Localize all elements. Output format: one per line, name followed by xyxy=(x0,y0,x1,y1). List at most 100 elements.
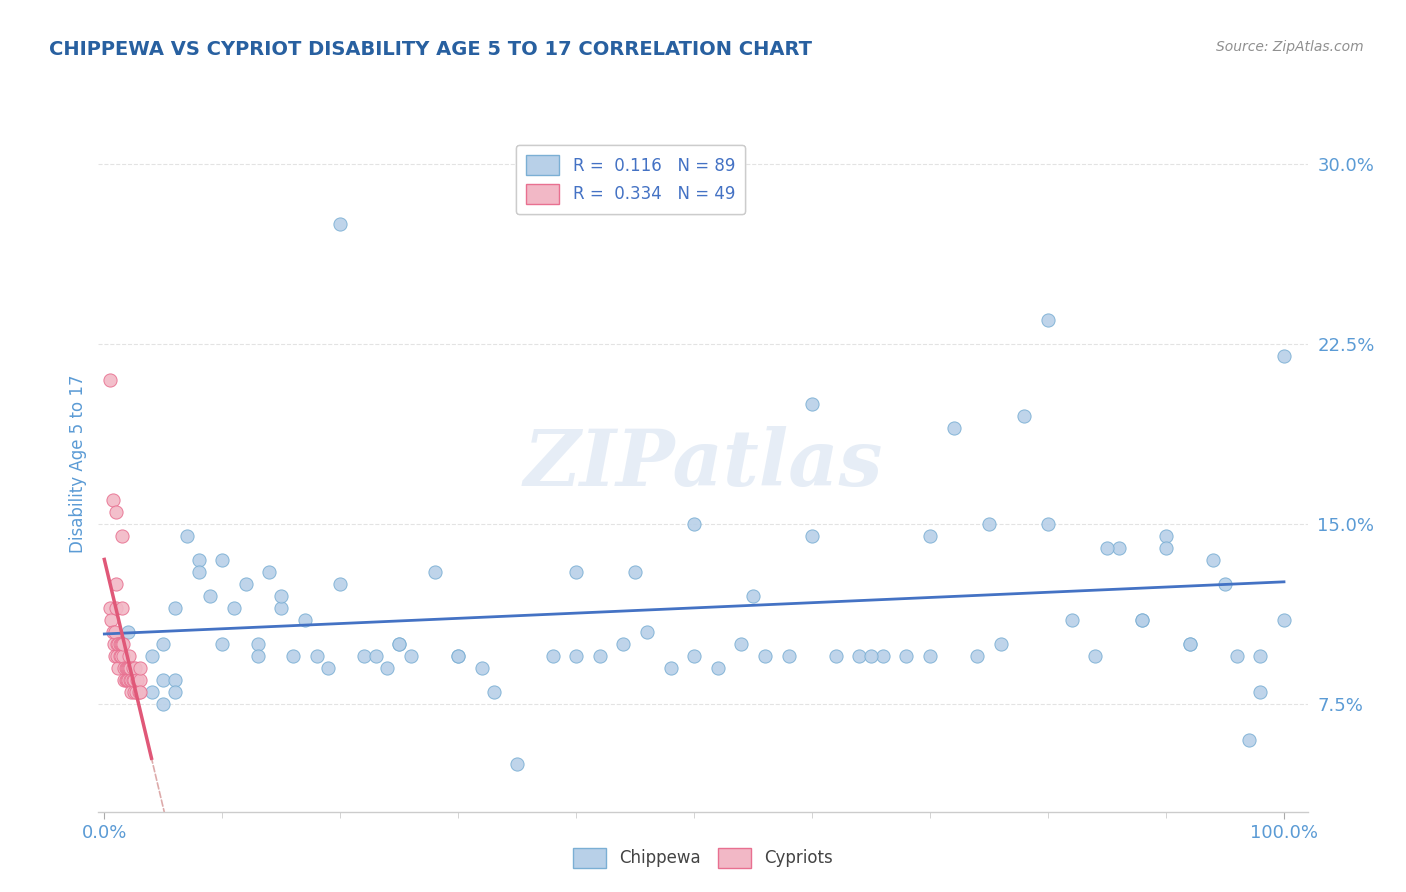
Point xyxy=(1213,576,1236,591)
Point xyxy=(364,648,387,663)
Point xyxy=(165,600,187,615)
Point xyxy=(165,685,187,699)
Point xyxy=(117,624,139,639)
Point xyxy=(118,648,141,663)
Point xyxy=(1272,613,1295,627)
Point xyxy=(1178,637,1201,651)
Point xyxy=(259,565,281,579)
Point xyxy=(122,685,145,699)
Point xyxy=(101,624,124,639)
Point xyxy=(112,637,135,651)
Point xyxy=(121,661,143,675)
Point xyxy=(824,648,846,663)
Point xyxy=(98,600,121,615)
Point xyxy=(200,589,222,603)
Point xyxy=(589,648,612,663)
Point xyxy=(105,576,128,591)
Point xyxy=(1249,685,1271,699)
Point xyxy=(120,661,142,675)
Point xyxy=(270,589,292,603)
Point xyxy=(1202,553,1225,567)
Point xyxy=(101,492,124,507)
Point xyxy=(1084,648,1107,663)
Legend: R =  0.116   N = 89, R =  0.334   N = 49: R = 0.116 N = 89, R = 0.334 N = 49 xyxy=(516,145,745,214)
Point xyxy=(636,624,658,639)
Point xyxy=(107,661,129,675)
Point xyxy=(105,648,128,663)
Point xyxy=(115,673,138,687)
Point xyxy=(187,565,209,579)
Point xyxy=(127,673,149,687)
Point xyxy=(128,685,150,699)
Point xyxy=(683,516,706,531)
Point xyxy=(125,685,148,699)
Point xyxy=(942,421,965,435)
Point xyxy=(860,648,883,663)
Point xyxy=(706,661,728,675)
Point xyxy=(1154,529,1177,543)
Point xyxy=(872,648,894,663)
Y-axis label: Disability Age 5 to 17: Disability Age 5 to 17 xyxy=(69,375,87,553)
Point xyxy=(329,576,352,591)
Point xyxy=(114,673,136,687)
Point xyxy=(848,648,870,663)
Text: Source: ZipAtlas.com: Source: ZipAtlas.com xyxy=(1216,40,1364,54)
Point xyxy=(920,529,942,543)
Point xyxy=(114,661,136,675)
Point xyxy=(211,637,233,651)
Point xyxy=(399,648,422,663)
Point xyxy=(104,624,127,639)
Point xyxy=(294,613,316,627)
Point xyxy=(122,673,145,687)
Point xyxy=(388,637,411,651)
Point xyxy=(112,673,135,687)
Point xyxy=(246,637,269,651)
Point xyxy=(111,600,134,615)
Point xyxy=(120,673,142,687)
Point xyxy=(117,673,139,687)
Point xyxy=(977,516,1000,531)
Point xyxy=(471,661,494,675)
Point xyxy=(176,529,198,543)
Point xyxy=(1272,349,1295,363)
Point xyxy=(117,661,139,675)
Point xyxy=(1237,732,1260,747)
Point xyxy=(377,661,399,675)
Point xyxy=(121,673,143,687)
Point xyxy=(141,648,163,663)
Point xyxy=(111,529,134,543)
Point xyxy=(624,565,647,579)
Point xyxy=(105,600,128,615)
Point xyxy=(141,685,163,699)
Legend: Chippewa, Cypriots: Chippewa, Cypriots xyxy=(567,841,839,875)
Point xyxy=(1060,613,1083,627)
Point xyxy=(754,648,776,663)
Point xyxy=(1132,613,1154,627)
Point xyxy=(1249,648,1271,663)
Point xyxy=(1036,313,1059,327)
Point xyxy=(1154,541,1177,555)
Point xyxy=(778,648,800,663)
Point xyxy=(1036,516,1059,531)
Point xyxy=(100,613,122,627)
Point xyxy=(447,648,470,663)
Point xyxy=(246,648,269,663)
Point xyxy=(565,648,588,663)
Point xyxy=(222,600,245,615)
Point xyxy=(281,648,304,663)
Point xyxy=(318,661,340,675)
Point xyxy=(115,661,138,675)
Point xyxy=(128,673,150,687)
Point xyxy=(108,637,131,651)
Point xyxy=(896,648,918,663)
Point xyxy=(128,661,150,675)
Point xyxy=(270,600,292,615)
Point xyxy=(120,673,142,687)
Point xyxy=(165,673,187,687)
Point xyxy=(742,589,765,603)
Point xyxy=(482,685,505,699)
Point xyxy=(104,648,127,663)
Point xyxy=(541,648,564,663)
Point xyxy=(103,637,125,651)
Point xyxy=(329,217,352,231)
